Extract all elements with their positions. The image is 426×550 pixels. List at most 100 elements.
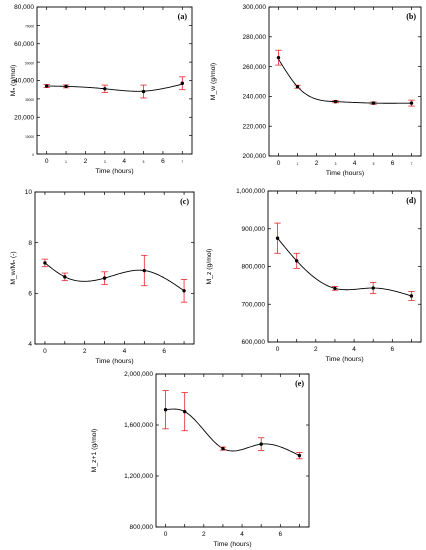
data-point (409, 294, 414, 298)
y-tick-label: 240,000 (243, 94, 267, 101)
y-tick-label: 220,000 (243, 123, 267, 130)
chart-panel-e: 0 2 4 6 800,000 1,200,000 1,600,000 2,000,000 Ti… (91, 371, 310, 548)
data-point (44, 84, 49, 88)
x-axis-title: Time (hours) (325, 356, 363, 363)
chart-panel-c: 0 2 4 6 4 6 8 10 Time (hours) M_w/Mₙ (-) (c) (10, 189, 195, 365)
data-point (43, 261, 47, 265)
x-tick-label: 4 (122, 158, 126, 165)
y-tick-label: 600,000 (242, 339, 266, 346)
x-axis-title: Time (hours) (95, 358, 133, 365)
fit-curve (277, 237, 412, 297)
y-axis-title: Mₙ (g/mol) (10, 65, 17, 96)
y-tick-label: 40,000 (14, 78, 34, 85)
y-tick-label: 0 (32, 153, 34, 157)
y-tick-label: 260,000 (243, 64, 267, 71)
data-point (102, 276, 107, 280)
data-point (297, 453, 302, 458)
y-tick-label: 60,000 (14, 41, 34, 48)
x-tick-label: 0 (277, 160, 281, 167)
x-tick-label: 5 (143, 160, 145, 164)
y-axis-title: M_w (g/mol) (210, 63, 217, 100)
y-tick-label: 800,000 (242, 264, 266, 271)
y-tick-label: 8 (28, 240, 32, 247)
data-point (333, 286, 337, 291)
data-point (371, 101, 376, 105)
x-axis-title: Time (hours) (95, 168, 133, 175)
x-tick-label: 2 (83, 348, 87, 355)
data-point (276, 55, 281, 60)
chart-panel-d: 0 2 4 6 600,000 700,000 800,000 900,000 1,000,00… (206, 188, 422, 363)
y-axis-title: M_w/Mₙ (-) (10, 251, 17, 284)
data-point (142, 268, 147, 273)
y-tick-label: 1,600,000 (124, 422, 153, 429)
panel-label: (b) (406, 12, 416, 21)
x-tick-label: 3 (335, 162, 337, 166)
data-point (295, 85, 300, 89)
data-point (180, 81, 185, 85)
x-tick-label: 6 (279, 531, 283, 538)
y-tick-label: 10000 (25, 135, 34, 139)
x-tick-label: 6 (391, 346, 395, 353)
data-point (294, 259, 299, 263)
data-point (275, 236, 280, 240)
plot-frame (155, 373, 310, 528)
panel-label: (d) (406, 196, 416, 205)
x-tick-label: 4 (240, 531, 244, 538)
x-tick-label: 1 (65, 160, 67, 164)
data-point (63, 275, 67, 279)
data-point (64, 84, 68, 89)
x-tick-label: 2 (202, 531, 206, 538)
data-point (103, 87, 107, 91)
x-tick-label: 4 (352, 346, 356, 353)
x-tick-label: 4 (353, 160, 357, 167)
x-tick-label: 4 (123, 348, 127, 355)
data-point (182, 409, 187, 414)
y-tick-label: 10 (25, 189, 33, 196)
x-tick-label: 1 (297, 162, 299, 166)
chart-panel-a: 0 1 2 3 4 5 6 7 0 10000 20,000 30000 40,000 50000 60,0… (10, 4, 193, 175)
plot-frame (36, 6, 193, 155)
x-tick-label: 2 (315, 160, 319, 167)
y-axis-title: M_z (g/mol) (206, 249, 213, 285)
y-tick-label: 2,000,000 (124, 371, 153, 378)
y-tick-label: 50000 (25, 61, 34, 65)
fit-curve (278, 58, 412, 104)
y-tick-label: 800,000 (130, 524, 154, 531)
x-tick-label: 2 (314, 346, 318, 353)
panel-label: (e) (295, 379, 304, 388)
y-tick-label: 900,000 (242, 226, 266, 233)
x-tick-label: 6 (391, 160, 395, 167)
fit-curve (165, 408, 300, 457)
x-axis-title: Time (hours) (213, 541, 251, 548)
data-point (221, 446, 225, 451)
x-tick-label: 0 (164, 531, 168, 538)
y-tick-label: 20,000 (14, 114, 34, 121)
data-point (141, 89, 146, 94)
y-tick-label: 1,000,000 (236, 188, 265, 195)
x-tick-label: 7 (181, 160, 183, 164)
data-point (182, 289, 186, 293)
y-tick-label: 300,000 (243, 4, 267, 11)
y-tick-label: 1,200,000 (124, 473, 153, 480)
y-axis-title: M_z+1 (g/mol) (91, 429, 98, 473)
plot-frame (34, 191, 195, 345)
data-point (163, 408, 168, 412)
x-tick-label: 7 (411, 162, 413, 166)
y-tick-label: 200,000 (243, 153, 267, 160)
y-tick-label: 30000 (25, 98, 34, 102)
panel-label: (c) (180, 197, 189, 206)
x-tick-label: 3 (104, 160, 106, 164)
x-tick-label: 6 (162, 348, 166, 355)
data-point (259, 442, 263, 446)
fit-curve (46, 83, 183, 92)
x-tick-label: 6 (161, 158, 165, 165)
x-tick-label: 0 (45, 158, 49, 165)
data-point (409, 101, 414, 105)
y-tick-label: 4 (28, 341, 32, 348)
x-axis-title: Time (hours) (326, 170, 364, 177)
chart-panel-b: 0 1 2 3 4 5 6 7 200,000 220,000 240,000 260,000 280,… (210, 4, 422, 177)
data-point (371, 286, 375, 290)
y-tick-label: 280,000 (243, 34, 267, 41)
y-tick-label: 700,000 (242, 301, 266, 308)
